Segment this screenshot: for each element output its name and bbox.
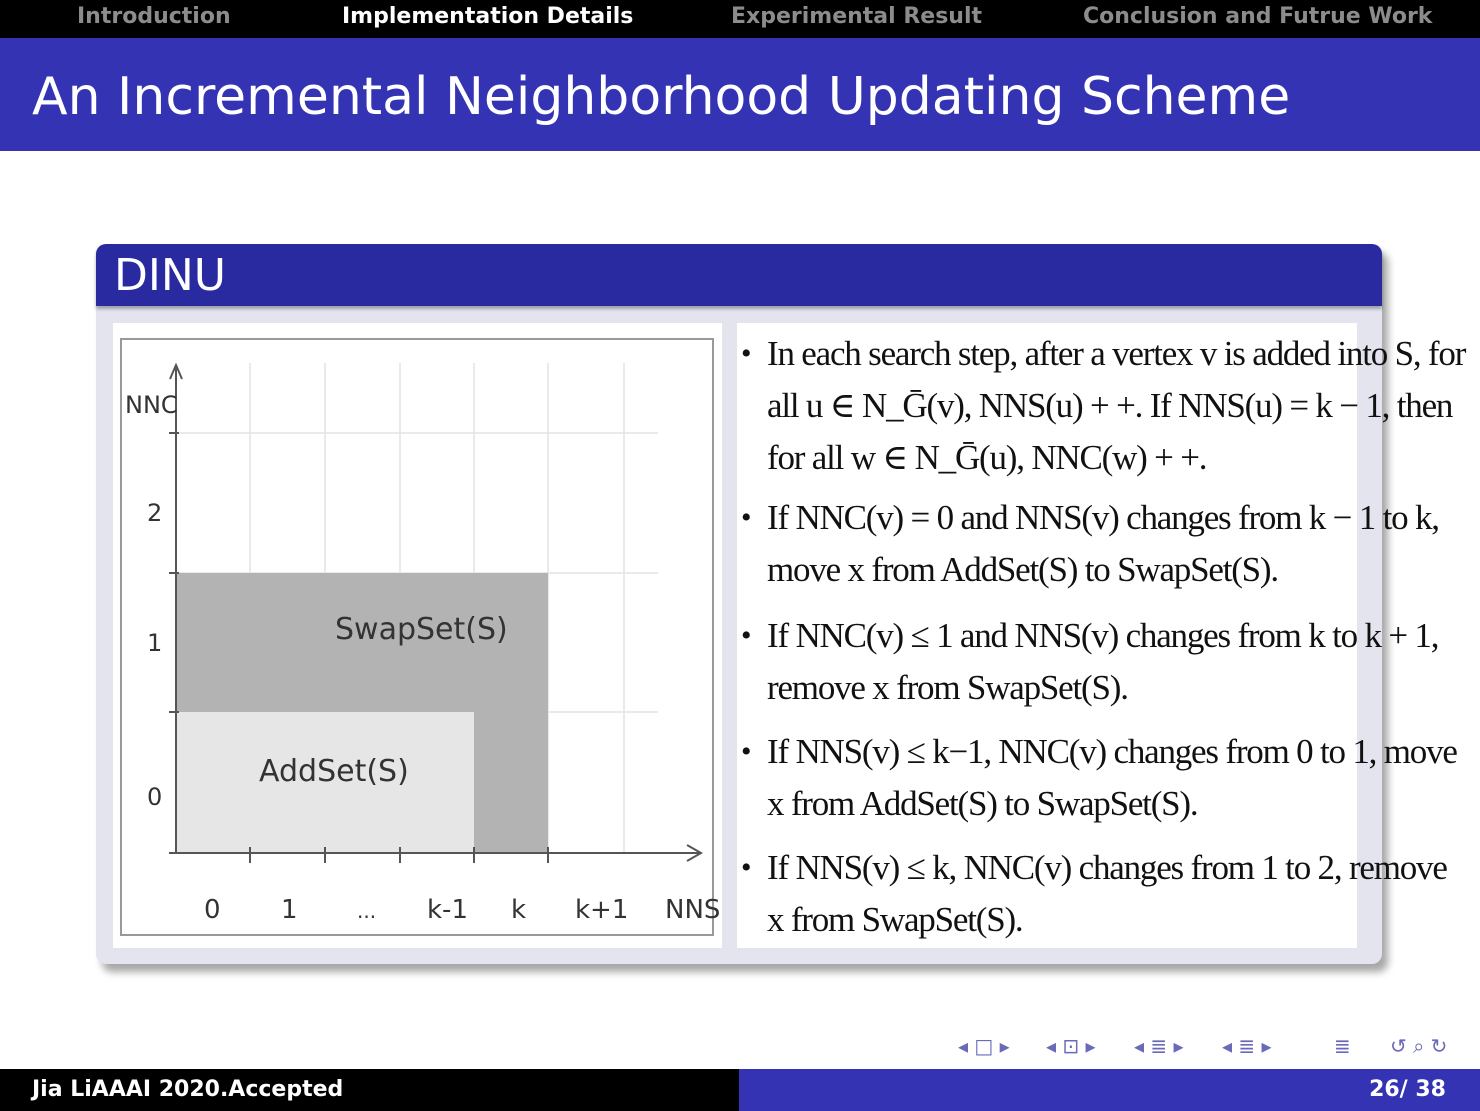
bullet-dot: • [741,851,752,884]
subsection-nav-icon[interactable]: ◂ ⊡ ▸ [1046,1034,1096,1058]
section-nav-icon[interactable]: ◂ ≣ ▸ [1134,1034,1184,1058]
swapset-region-k [474,712,548,853]
page-number: 26/ 38 [1369,1077,1446,1102]
figure-panel: NNC NNS 2 1 0 0 1 ... k-1 k k+1 SwapSet(… [113,323,722,948]
nav-item-experimental-result[interactable]: Experimental Result [731,4,983,29]
axes [169,362,704,863]
x-tick-k-minus-1: k-1 [427,895,468,925]
rule-line: If NNC(v) ≤ 1 and NNS(v) changes from k … [767,616,1439,655]
block-header: DINU [96,244,1382,306]
footer-author-bar: Jia LiAAAI 2020.Accepted [0,1069,739,1111]
rule-line: If NNC(v) = 0 and NNS(v) changes from k … [767,498,1440,537]
rule-line: x from AddSet(S) to SwapSet(S). [767,784,1199,823]
rule-item: • In each search step, after a vertex v … [741,329,1466,485]
search-nav-icon[interactable]: ↺ ⌕ ↻ [1390,1034,1448,1058]
x-tick-k-plus-1: k+1 [575,895,628,925]
frame-nav-icon[interactable]: ◂ □ ▸ [958,1034,1010,1058]
bullet-dot: • [741,501,752,534]
nns-nnc-diagram: NNC NNS 2 1 0 0 1 ... k-1 k k+1 SwapSet(… [120,338,720,936]
bullet-dot: • [741,337,752,370]
rule-line: x from SwapSet(S). [767,900,1024,939]
slide-title-bar [0,38,1480,151]
rule-line: If NNS(v) ≤ k, NNC(v) changes from 1 to … [767,848,1448,887]
rule-line: In each search step, after a vertex v is… [767,334,1466,373]
section-nav-icon-2[interactable]: ◂ ≣ ▸ [1222,1034,1272,1058]
x-tick-0: 0 [204,895,221,925]
rule-item: • If NNS(v) ≤ k, NNC(v) changes from 1 t… [741,843,1448,947]
swapset-region [176,573,548,712]
y-axis-label: NNC [125,391,178,419]
rule-line: remove x from SwapSet(S). [767,668,1129,707]
y-tick-0: 0 [147,783,162,811]
nav-item-conclusion[interactable]: Conclusion and Futrue Work [1083,4,1433,29]
x-tick-ellipsis: ... [357,899,376,923]
bullet-dot: • [741,619,752,652]
footer-page-bar: 26/ 38 [739,1069,1480,1111]
footer-author: Jia LiAAAI 2020.Accepted [32,1077,344,1102]
block-title: DINU [114,250,226,301]
slide-title: An Incremental Neighborhood Updating Sch… [32,67,1291,127]
bullet-dot: • [741,735,752,768]
nav-item-introduction[interactable]: Introduction [77,4,231,29]
addset-region [176,712,474,853]
rule-line: for all w ∈ N_Ḡ(u), NNC(w) + +. [767,438,1208,477]
rule-item: • If NNC(v) ≤ 1 and NNS(v) changes from … [741,611,1439,715]
section-navigation-bar: Introduction Implementation Details Expe… [0,0,1480,38]
rule-item: • If NNS(v) ≤ k−1, NNC(v) changes from 0… [741,727,1458,831]
x-tick-1: 1 [281,895,298,925]
x-tick-k: k [511,895,526,925]
rule-line: If NNS(v) ≤ k−1, NNC(v) changes from 0 t… [767,732,1458,771]
x-axis-label: NNS [665,895,720,925]
rule-item: • If NNC(v) = 0 and NNS(v) changes from … [741,493,1440,597]
swapset-label: SwapSet(S) [335,612,508,647]
addset-label: AddSet(S) [259,754,409,789]
y-tick-1: 1 [147,629,162,657]
rules-panel: • In each search step, after a vertex v … [737,323,1466,948]
align-nav-icon[interactable]: ≣ [1334,1034,1351,1058]
nav-item-implementation-details[interactable]: Implementation Details [342,4,634,29]
y-tick-2: 2 [147,499,162,527]
rule-line: all u ∈ N_Ḡ(v), NNS(u) + +. If NNS(u) = … [767,386,1453,425]
rule-line: move x from AddSet(S) to SwapSet(S). [767,550,1279,589]
